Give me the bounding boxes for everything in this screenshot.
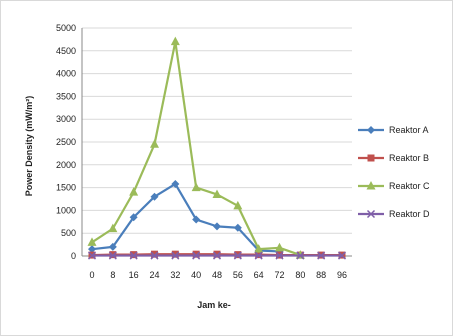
data-point xyxy=(108,251,117,260)
x-tick-label: 24 xyxy=(149,270,159,280)
data-point xyxy=(296,251,305,260)
y-tick-label: 1000 xyxy=(56,205,76,215)
x-tick-label: 8 xyxy=(110,270,115,280)
y-tick-label: 2500 xyxy=(56,137,76,147)
data-point xyxy=(171,251,180,260)
series-reaktor-a xyxy=(88,179,284,256)
marker-stroke xyxy=(212,251,222,260)
y-tick-label: 1500 xyxy=(56,183,76,193)
x-tick-label: 48 xyxy=(212,270,222,280)
marker-stroke xyxy=(87,251,97,260)
data-point xyxy=(337,251,347,260)
x-tick-label: 96 xyxy=(337,270,347,280)
marker-stroke xyxy=(108,251,117,260)
legend-item-reaktor-d: Reaktor D xyxy=(358,209,430,219)
marker-stroke xyxy=(254,251,263,260)
legend-marker xyxy=(366,181,376,190)
series-line-reaktor-a xyxy=(91,182,280,253)
x-tick-label: 40 xyxy=(191,270,201,280)
x-tick-label: 80 xyxy=(295,270,305,280)
marker-stroke xyxy=(171,251,180,260)
y-tick-label: 5000 xyxy=(56,23,76,33)
data-point xyxy=(213,222,221,231)
data-point xyxy=(317,251,326,260)
x-tick-label: 0 xyxy=(89,270,94,280)
data-point xyxy=(129,251,138,260)
data-point xyxy=(171,250,179,258)
y-tick-label: 0 xyxy=(71,251,76,261)
marker-stroke xyxy=(275,251,284,260)
marker-stroke xyxy=(233,251,242,260)
y-tick-label: 4000 xyxy=(56,69,76,79)
legend-item-reaktor-a: Reaktor A xyxy=(358,125,429,135)
data-point xyxy=(275,242,284,252)
data-point xyxy=(88,245,96,254)
data-point xyxy=(213,250,221,258)
x-tick-label: 16 xyxy=(129,270,139,280)
data-point xyxy=(192,250,200,258)
data-point xyxy=(108,242,117,251)
y-tick-label: 4500 xyxy=(56,46,76,56)
x-axis-title: Jam ke- xyxy=(197,300,231,310)
marker-stroke xyxy=(129,251,138,260)
marker-stroke xyxy=(317,251,326,260)
series-reaktor-d xyxy=(87,251,347,260)
x-tick-label: 32 xyxy=(170,270,180,280)
series-layer xyxy=(87,36,347,260)
data-point xyxy=(170,36,180,46)
data-point xyxy=(151,250,158,258)
data-point xyxy=(212,189,222,198)
data-point xyxy=(129,187,139,196)
x-tick-labels: 0 8 16 24 32 40 48 56 64 72 80 88 96 xyxy=(89,270,347,280)
legend-label: Reaktor D xyxy=(389,209,430,219)
x-tick-label: 64 xyxy=(254,270,264,280)
y-tick-label: 2000 xyxy=(56,160,76,170)
legend-marker xyxy=(366,209,376,219)
data-point xyxy=(150,192,159,201)
y-tick-label: 3000 xyxy=(56,114,76,124)
data-point xyxy=(87,237,97,246)
marker-stroke xyxy=(366,209,376,219)
x-tick-label: 72 xyxy=(274,270,284,280)
legend-label: Reaktor A xyxy=(389,125,429,135)
marker-stroke xyxy=(192,251,201,260)
y-axis-title: Power Density (mW/m²) xyxy=(24,96,34,197)
data-point xyxy=(233,251,242,260)
data-point xyxy=(171,179,180,188)
data-point xyxy=(150,139,159,148)
legend-marker xyxy=(367,126,375,134)
data-point xyxy=(192,215,201,224)
marker-stroke xyxy=(337,251,347,260)
y-tick-label: 3500 xyxy=(56,91,76,101)
data-point xyxy=(192,251,201,260)
x-tick-label: 88 xyxy=(316,270,326,280)
data-point xyxy=(254,251,263,260)
data-point xyxy=(191,182,201,192)
data-point xyxy=(108,223,118,233)
data-point xyxy=(233,223,242,232)
legend: Reaktor A Reaktor B Reaktor C Reaktor D xyxy=(358,125,430,219)
marker-stroke xyxy=(296,251,305,260)
x-tick-label: 56 xyxy=(233,270,243,280)
legend-item-reaktor-c: Reaktor C xyxy=(358,181,430,191)
y-tick-label: 500 xyxy=(61,228,76,238)
legend-marker xyxy=(367,154,375,162)
data-point xyxy=(254,244,264,253)
legend-label: Reaktor B xyxy=(389,153,429,163)
data-point xyxy=(233,200,243,210)
marker-stroke xyxy=(150,251,159,260)
data-point xyxy=(275,251,284,260)
y-tick-labels: 0 500 1000 1500 2000 2500 3000 3500 4000 4500 5000 xyxy=(56,23,76,261)
data-point xyxy=(150,251,159,260)
legend-label: Reaktor C xyxy=(389,181,430,191)
data-point xyxy=(212,251,222,260)
data-point xyxy=(129,213,138,222)
legend-item-reaktor-b: Reaktor B xyxy=(358,153,429,163)
data-point xyxy=(87,251,97,260)
